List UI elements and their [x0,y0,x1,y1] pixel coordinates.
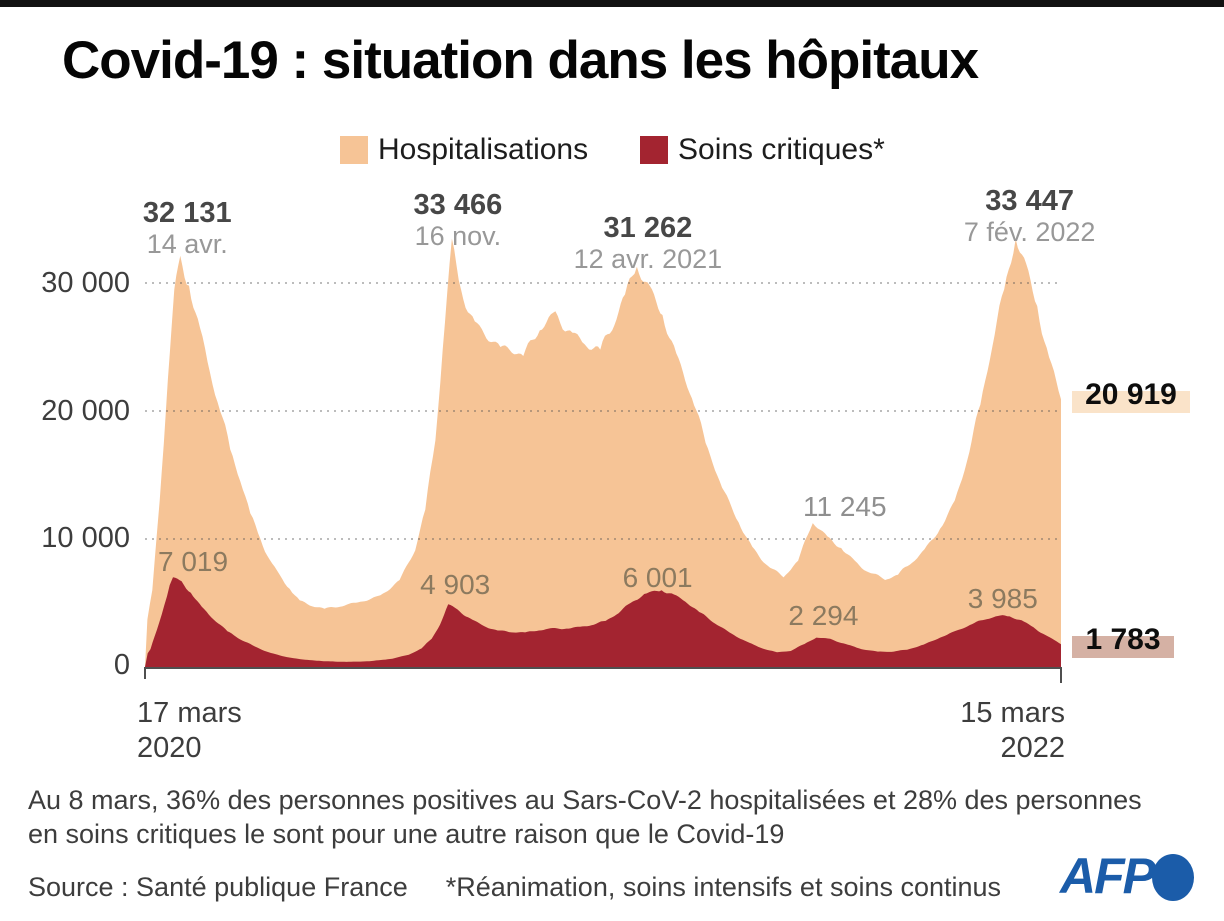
hospitalisations-peak-annotation: 11 245 [755,491,935,522]
peak-value-label: 33 447 [985,184,1074,217]
source-line: Source : Santé publique France *Réanimati… [28,871,1001,903]
source-text: Source : Santé publique France [28,872,408,902]
footnote-line2: en soins critiques le sont pour une autr… [28,819,785,849]
x-start-line1: 17 mars [137,697,242,729]
x-axis-line [144,667,1062,683]
hospitalisations-swatch-icon [340,136,368,164]
peak-date-label: 16 nov. [414,220,502,251]
hospitalisations-peak-annotation: 33 466 16 nov. [368,188,548,251]
peak-date-label: 7 fév. 2022 [963,216,1096,247]
hospitalisations-peak-annotation: 33 447 7 fév. 2022 [940,184,1120,247]
ytick-10000: 10 000 [41,522,130,554]
current-soins-critiques-value: 1 783 [1085,623,1161,657]
peak-value-label: 31 262 [603,211,693,244]
x-start-line2: 2020 [137,732,202,764]
ytick-30000: 30 000 [41,267,130,299]
afp-logo: AFP [1060,849,1200,905]
peak-value-label: 4 903 [420,569,491,601]
asterisk-note: *Réanimation, soins intensifs et soins c… [445,872,1002,902]
legend-label: Soins critiques* [678,133,885,166]
peak-value-label: 11 245 [802,491,887,523]
afp-logo-text: AFP [1060,848,1156,904]
peak-value-label: 3 985 [967,582,1038,614]
page-title: Covid-19 : situation dans les hôpitaux [62,31,979,90]
soins-critiques-peak-annotation: 2 294 [733,600,913,631]
peak-value-label: 6 001 [622,562,693,594]
ytick-0: 0 [113,649,130,681]
soins-critiques-peak-annotation: 6 001 [568,562,748,593]
x-end-line2: 2022 [1000,732,1065,764]
afp-logo-circle-icon [1152,854,1194,901]
top-black-bar [0,0,1224,7]
peak-value-label: 7 019 [157,546,229,578]
peak-value-label: 33 466 [413,188,503,221]
peak-value-label: 32 131 [142,196,232,229]
hospitalisations-peak-annotation: 32 131 14 avr. [97,196,277,259]
chart-legend: Hospitalisations Soins critiques* [0,135,1224,169]
hospitalisations-peak-annotation: 31 262 12 avr. 2021 [558,211,738,274]
soins-critiques-swatch-icon [640,136,668,164]
soins-critiques-peak-annotation: 4 903 [365,569,545,600]
peak-date-label: 12 avr. 2021 [573,243,723,274]
gridlines [145,282,1061,540]
current-soins-critiques-badge [1072,636,1174,659]
peak-date-label: 14 avr. [146,228,228,259]
footnote-line1: Au 8 mars, 36% des personnes positives a… [28,785,1142,815]
ytick-20000: 20 000 [41,395,130,427]
soins-critiques-peak-annotation: 3 985 [913,583,1093,614]
peak-value-label: 2 294 [788,599,859,631]
current-hospitalisations-value: 20 919 [1085,378,1177,412]
current-hospitalisations-badge [1072,391,1190,414]
hospitalisations-area [145,238,1061,667]
x-axis-start-label: 17 mars 2020 [137,696,242,766]
x-end-line1: 15 mars [960,697,1065,729]
soins-critiques-peak-annotation: 7 019 [103,546,283,577]
legend-label: Hospitalisations [378,133,589,166]
x-axis-end-label: 15 mars 2022 [865,696,1065,766]
soins-critiques-area [145,577,1061,667]
